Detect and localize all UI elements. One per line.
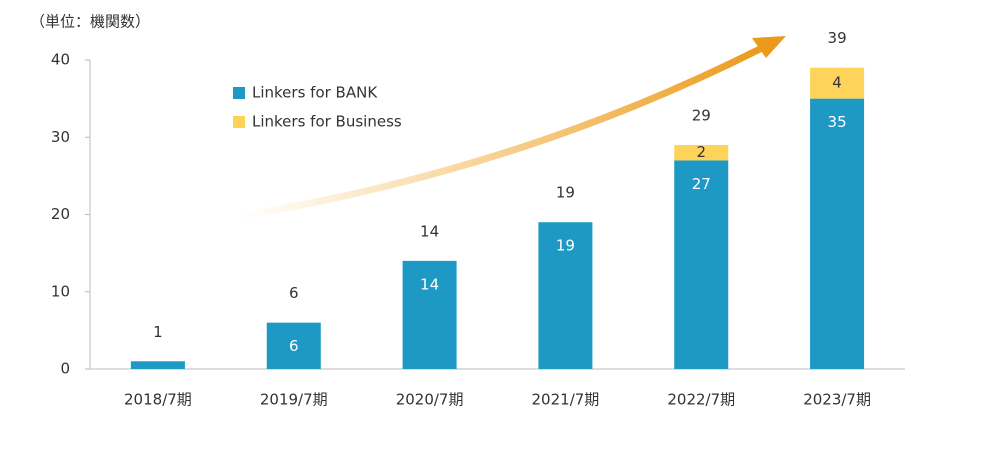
bar-segment: [810, 67, 865, 99]
data-label: 2: [696, 143, 706, 161]
x-tick-label: 2022/7期: [667, 391, 735, 409]
data-label: 6: [289, 337, 299, 355]
bar-segment: [810, 98, 865, 369]
total-label: 29: [692, 106, 711, 124]
bar-segment: [538, 222, 593, 369]
y-tick-label: 0: [60, 360, 70, 378]
data-label: 19: [556, 237, 575, 255]
bar-segment: [266, 322, 321, 369]
unit-label: （単位：機関数）: [30, 13, 150, 31]
bar-segment: [402, 260, 457, 369]
y-tick-label: 20: [51, 205, 70, 223]
trend-arrow: [239, 44, 764, 220]
y-tick-label: 40: [51, 51, 70, 69]
x-tick-label: 2019/7期: [260, 391, 328, 409]
total-label: 1: [153, 323, 163, 341]
bar-segment: [674, 160, 729, 369]
x-tick-label: 2020/7期: [396, 391, 464, 409]
total-label: 14: [420, 222, 439, 240]
total-label: 39: [828, 29, 847, 47]
bar-segment: [674, 144, 729, 161]
y-tick-label: 10: [51, 282, 70, 300]
legend-swatch: [233, 87, 245, 99]
total-label: 6: [289, 284, 299, 302]
x-tick-label: 2021/7期: [532, 391, 600, 409]
legend-swatch: [233, 116, 245, 128]
data-label: 35: [828, 113, 847, 131]
x-tick-label: 2018/7期: [124, 391, 192, 409]
x-tick-label: 2023/7期: [803, 391, 871, 409]
data-label: 14: [420, 275, 439, 293]
data-label: 4: [832, 74, 842, 92]
bar-segment: [130, 361, 185, 369]
total-label: 19: [556, 184, 575, 202]
data-label: 27: [692, 175, 711, 193]
legend-label: Linkers for BANK: [252, 84, 378, 102]
y-tick-label: 30: [51, 128, 70, 146]
trend-arrow-head: [752, 36, 786, 58]
legend-label: Linkers for Business: [252, 113, 402, 131]
